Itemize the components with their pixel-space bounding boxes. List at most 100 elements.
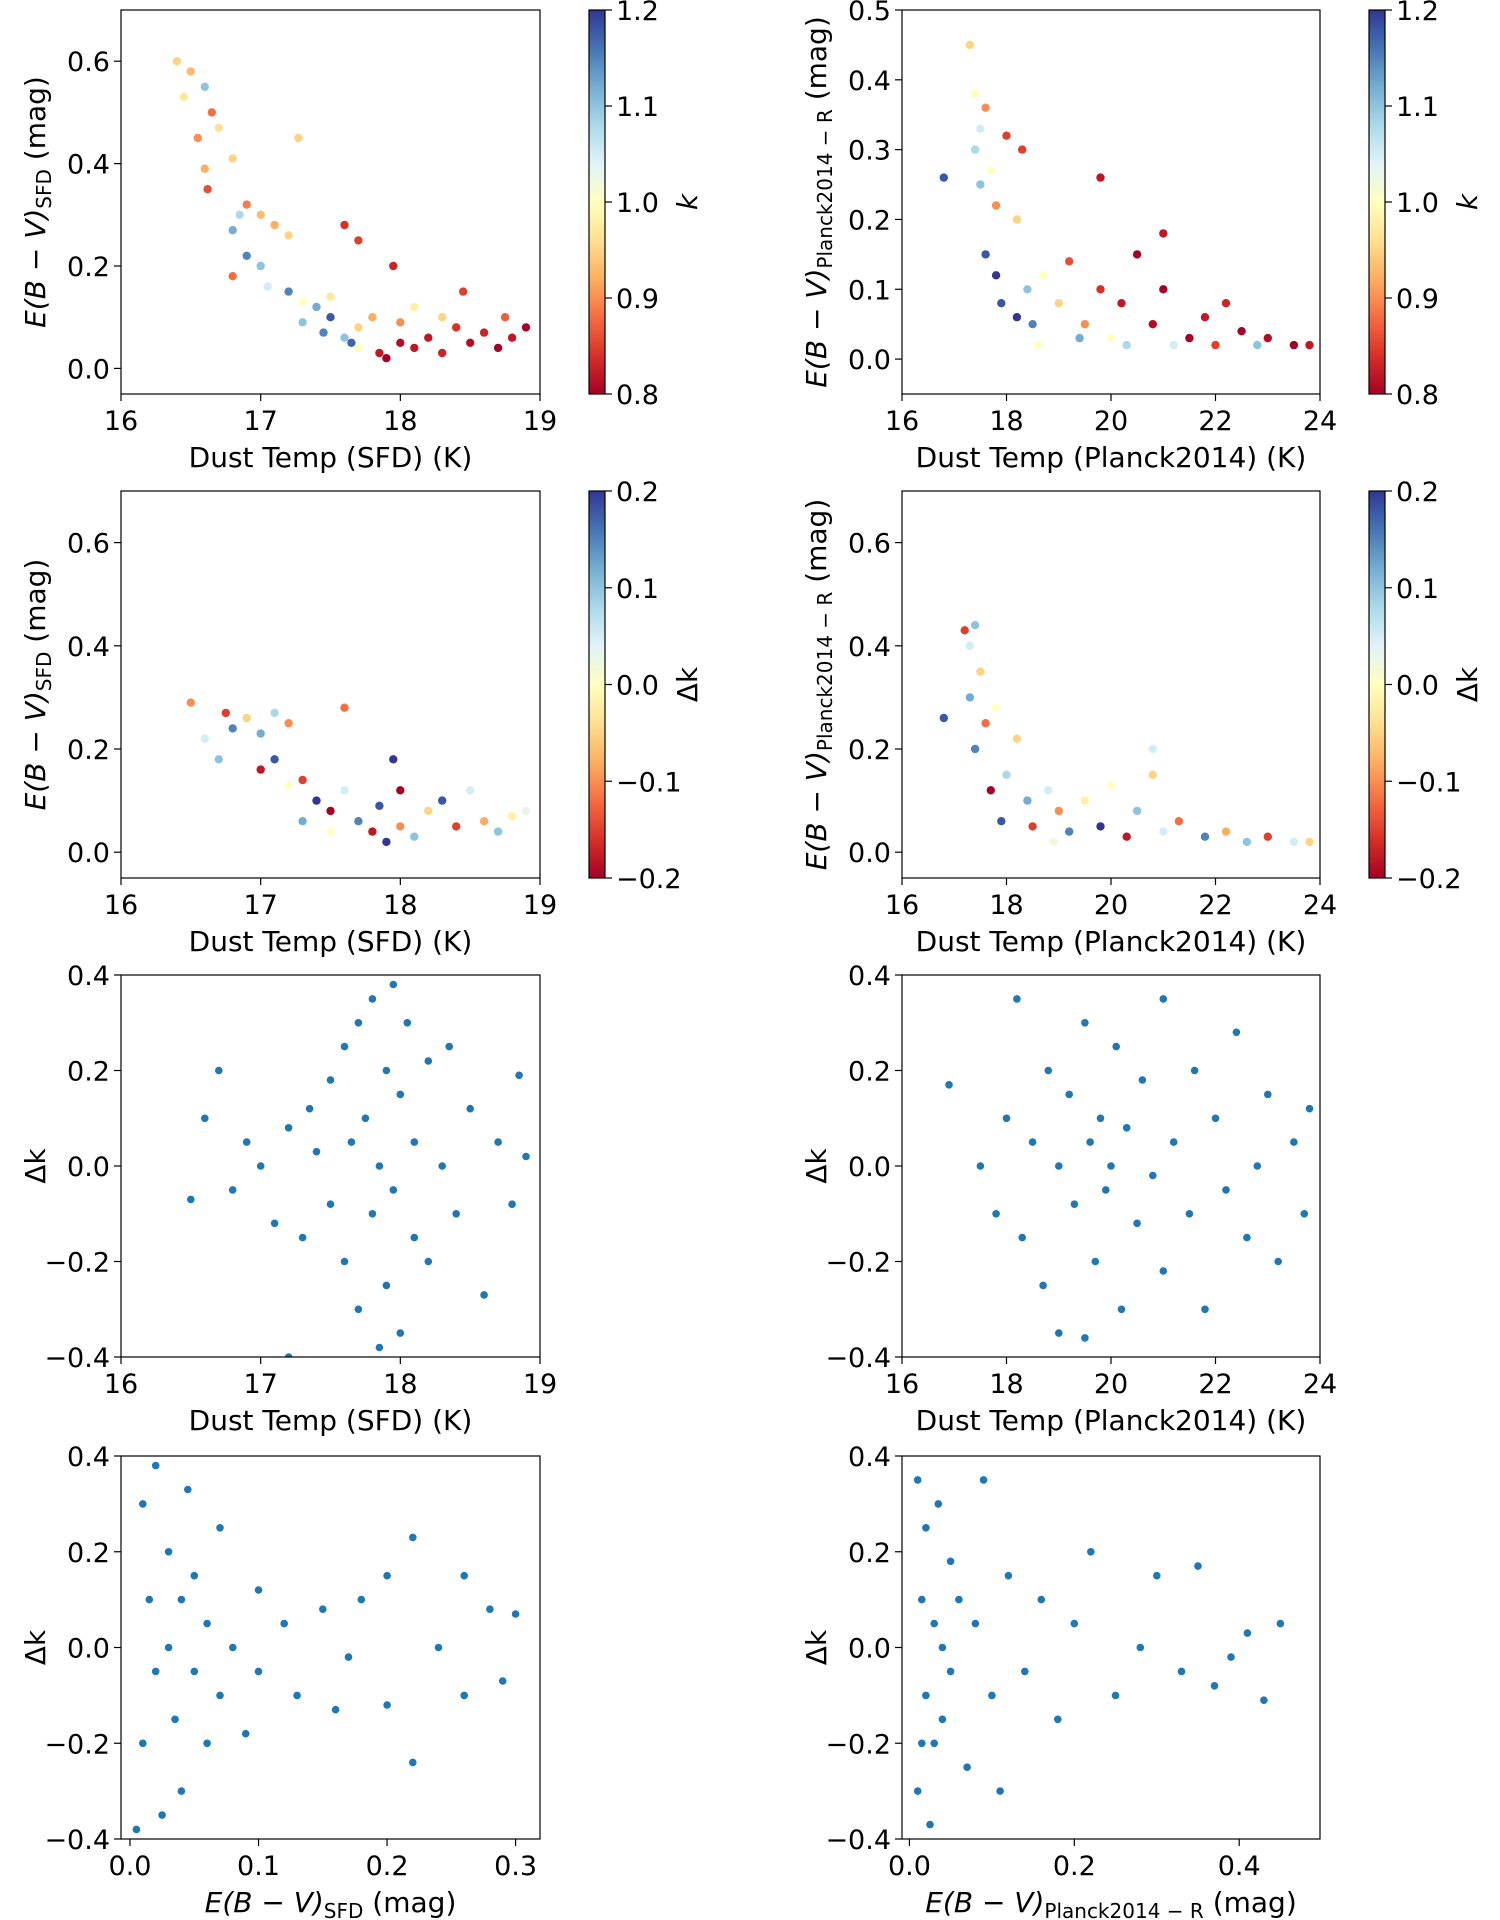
- data-point: [361, 1114, 370, 1123]
- data-point: [494, 1138, 502, 1146]
- data-point: [214, 755, 223, 764]
- data-point: [930, 1739, 938, 1748]
- x-tick-label: 0.2: [366, 1851, 409, 1882]
- panel-row2-right: 16 18 20 22 24 0.0 0.2 0.4 0.6 Dust Temp (Planck2…: [800, 477, 1484, 958]
- data-point: [1028, 822, 1037, 831]
- y-tick-label: 0.0: [848, 345, 891, 376]
- data-point: [1200, 313, 1210, 322]
- data-point: [1012, 313, 1022, 322]
- data-point: [284, 287, 293, 296]
- data-point: [228, 724, 237, 733]
- x-axis-label: Dust Temp (Planck2014) (K): [916, 1404, 1307, 1437]
- data-point: [1132, 806, 1142, 816]
- label-unit: (mag): [800, 499, 833, 592]
- scatter-points: [186, 698, 531, 847]
- data-point: [1190, 1066, 1199, 1075]
- x-tick-label: 0.3: [494, 1851, 537, 1882]
- data-point: [396, 1329, 405, 1337]
- data-point: [939, 173, 948, 182]
- y-tick-label: 0.0: [848, 1152, 891, 1183]
- data-point: [511, 1610, 520, 1618]
- data-point: [1232, 1028, 1241, 1037]
- x-tick-label: 19: [523, 1369, 557, 1400]
- y-tick-label: 0.2: [67, 1057, 110, 1088]
- x-tick-label: 24: [1303, 1369, 1337, 1400]
- data-point: [354, 236, 363, 245]
- data-point: [965, 641, 975, 650]
- y-tick-label: 0.0: [67, 1634, 110, 1665]
- data-point: [976, 124, 985, 133]
- colorbar-tick-label: 0.8: [1396, 380, 1439, 411]
- label-main: Δk: [800, 1629, 833, 1665]
- y-tick-label: 0.2: [67, 252, 110, 283]
- colorbar-tick-label: 0.8: [616, 380, 659, 411]
- data-point: [284, 780, 293, 790]
- y-tick-label: 0.0: [67, 838, 110, 869]
- data-point: [1221, 299, 1231, 308]
- data-point: [389, 261, 398, 271]
- axes-frame: [901, 1455, 1321, 1840]
- x-axis-label: E(B − V)SFD (mag): [205, 1886, 457, 1920]
- data-point: [158, 1811, 166, 1819]
- data-point: [151, 1461, 160, 1470]
- data-point: [132, 1825, 141, 1834]
- data-point: [466, 338, 475, 347]
- y-tick-label: 0.0: [67, 1152, 110, 1183]
- data-point: [326, 1076, 335, 1084]
- data-point: [340, 703, 349, 712]
- data-point: [922, 1524, 930, 1532]
- x-axis-label: Dust Temp (SFD) (K): [189, 925, 473, 958]
- data-point: [997, 299, 1006, 308]
- x-axis-label: Dust Temp (Planck2014) (K): [916, 925, 1307, 958]
- data-point: [164, 1548, 173, 1556]
- y-tick-label: 0.4: [67, 961, 110, 992]
- data-point: [1054, 806, 1064, 816]
- data-point: [986, 166, 995, 175]
- data-point: [452, 822, 461, 831]
- data-point: [424, 806, 433, 816]
- data-point: [479, 328, 489, 337]
- data-point: [298, 297, 307, 306]
- data-point: [1148, 744, 1158, 754]
- colorbar: 0.8 0.9 1.0 1.1 1.2 k: [588, 0, 704, 411]
- panel-row4-left: 0.0 0.1 0.2 0.3 −0.4 −0.2 0.0 0.2 0.4 E(B − V)SFD…: [19, 1442, 541, 1920]
- data-point: [177, 1595, 186, 1604]
- data-point: [976, 667, 985, 676]
- y-tick-label: 0.6: [67, 529, 110, 560]
- x-tick-label: 18: [989, 1369, 1023, 1400]
- data-point: [1274, 1257, 1282, 1266]
- data-point: [926, 1820, 934, 1829]
- data-point: [280, 1619, 289, 1628]
- colorbar-label: k: [1451, 192, 1484, 210]
- data-point: [1242, 837, 1252, 847]
- data-point: [1018, 145, 1027, 154]
- data-point: [1243, 1233, 1251, 1242]
- data-point: [1117, 299, 1126, 308]
- data-point: [1153, 1571, 1161, 1580]
- data-point: [409, 1758, 417, 1767]
- data-point: [254, 1586, 263, 1594]
- data-point: [228, 226, 237, 235]
- data-point: [1065, 1090, 1073, 1099]
- x-tick-label: 24: [1303, 406, 1337, 437]
- data-point: [319, 328, 328, 337]
- panel-row3-right: 16 18 20 22 24 −0.4 −0.2 0.0 0.2 0.4 Dust Temp (Pl…: [800, 961, 1337, 1437]
- label-unit: (mag): [363, 1886, 456, 1919]
- data-point: [186, 698, 195, 707]
- data-point: [139, 1739, 147, 1748]
- x-tick-label: 16: [885, 1369, 919, 1400]
- data-point: [235, 210, 244, 219]
- data-point: [177, 1787, 186, 1795]
- x-tick-label: 19: [523, 406, 557, 437]
- y-tick-label: 0.6: [67, 47, 110, 78]
- data-point: [1177, 1667, 1186, 1676]
- x-tick-label: 16: [885, 890, 919, 921]
- colorbar-tick-label: −0.1: [616, 767, 682, 798]
- data-point: [139, 1500, 147, 1508]
- colorbar-tick-label: 1.1: [1396, 92, 1439, 123]
- data-point: [976, 180, 985, 189]
- data-point: [1169, 340, 1178, 350]
- data-point: [1132, 250, 1142, 259]
- y-tick-label: 0.0: [67, 354, 110, 385]
- data-point: [970, 145, 980, 154]
